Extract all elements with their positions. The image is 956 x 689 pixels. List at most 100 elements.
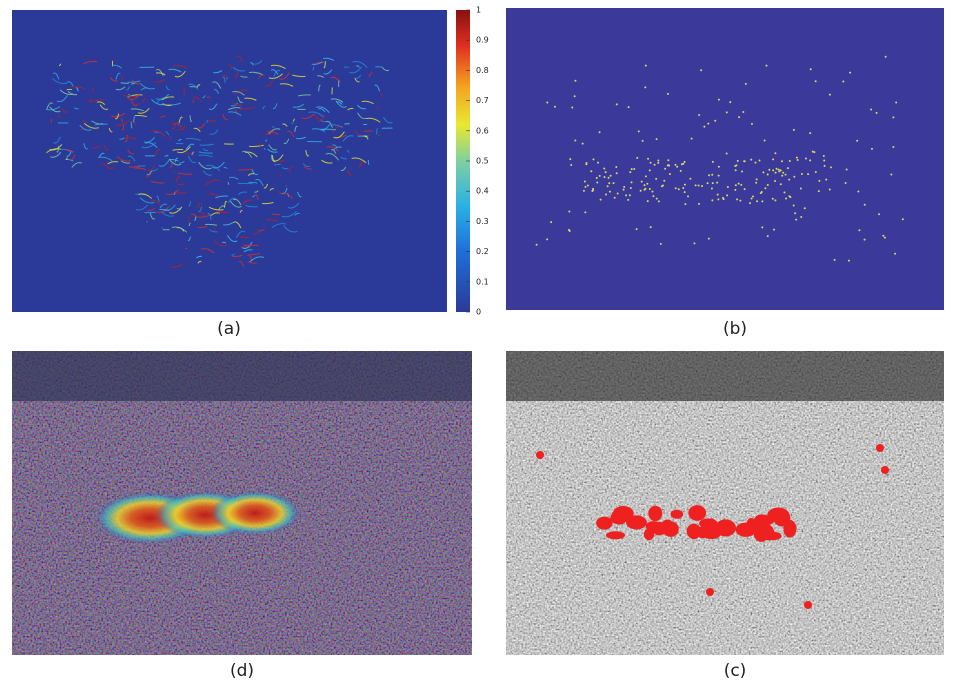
dot (773, 229, 775, 231)
red-region (736, 523, 756, 537)
dot (789, 160, 791, 162)
dot (845, 182, 847, 184)
colorbar-tick-label: 0 (476, 308, 481, 317)
streak (121, 83, 129, 84)
dot (752, 196, 754, 198)
red-region (706, 588, 714, 596)
panel-c (506, 351, 944, 655)
dot (793, 204, 795, 206)
dot (809, 132, 811, 134)
dot (775, 172, 777, 174)
dot (890, 173, 892, 175)
dot (574, 95, 576, 97)
dot (785, 174, 787, 176)
dot (809, 159, 811, 161)
dot (738, 183, 740, 185)
dot (864, 204, 866, 206)
red-region (596, 517, 612, 530)
colorbar-tick-label: 0.3 (476, 217, 489, 226)
caption: (d) (230, 661, 254, 681)
dot (793, 129, 795, 131)
dot (596, 182, 598, 184)
dot (717, 194, 719, 196)
dot (726, 111, 728, 113)
dot (657, 162, 659, 164)
dot (772, 158, 774, 160)
dot (655, 178, 657, 180)
red-region (606, 531, 625, 539)
dot (750, 159, 752, 161)
colorbar-tick-label: 0.5 (476, 157, 489, 166)
dot (793, 176, 795, 178)
dot (554, 106, 556, 108)
dot (815, 171, 817, 173)
dot (829, 189, 831, 191)
dot (780, 183, 782, 185)
dot (755, 182, 757, 184)
dot (739, 200, 741, 202)
red-region (804, 601, 812, 609)
dot (574, 139, 576, 141)
dot (658, 200, 660, 202)
dot (569, 158, 571, 160)
red-region (703, 521, 715, 536)
dot (756, 178, 758, 180)
dot (643, 184, 645, 186)
dot (654, 164, 656, 166)
dot (631, 168, 633, 170)
dot (788, 195, 790, 197)
dot (691, 138, 693, 140)
dot (701, 185, 703, 187)
dot (546, 238, 548, 240)
red-region (881, 466, 889, 474)
dot (761, 200, 763, 202)
dot (756, 200, 758, 202)
dot (718, 166, 720, 168)
dot (614, 197, 616, 199)
dot (718, 99, 720, 101)
dot (623, 186, 625, 188)
dot (698, 114, 700, 116)
dot (894, 253, 896, 255)
dot (761, 191, 763, 193)
caption: (a) (217, 319, 241, 339)
dot (717, 198, 719, 200)
dot (742, 111, 744, 113)
dot (680, 170, 682, 172)
dot (582, 143, 584, 145)
dot (885, 56, 887, 58)
colorbar-tick-label: 1 (476, 6, 481, 15)
dot (764, 187, 766, 189)
dot (785, 197, 787, 199)
dot (829, 94, 831, 96)
dot (711, 199, 713, 201)
dot (884, 237, 886, 239)
dot (780, 169, 782, 171)
dot (800, 216, 802, 218)
dot (628, 106, 630, 108)
dot (569, 230, 571, 232)
dot (749, 202, 751, 204)
dot (656, 138, 658, 140)
dot (646, 183, 648, 185)
dot (744, 188, 746, 190)
dot (605, 194, 607, 196)
red-region (671, 510, 684, 519)
dot (684, 184, 686, 186)
dot (630, 187, 632, 189)
dot (712, 161, 714, 163)
dot (674, 164, 676, 166)
dot (600, 199, 602, 201)
dot (729, 101, 731, 103)
dot (684, 203, 686, 205)
dot (682, 163, 684, 165)
dot (767, 235, 769, 237)
dot (745, 83, 747, 85)
dot (661, 185, 663, 187)
red-region (648, 506, 662, 521)
colorbar-tick-label: 0.6 (476, 126, 489, 135)
dot (714, 120, 716, 122)
dot (726, 152, 728, 154)
dot (718, 175, 720, 177)
dot (647, 200, 649, 202)
